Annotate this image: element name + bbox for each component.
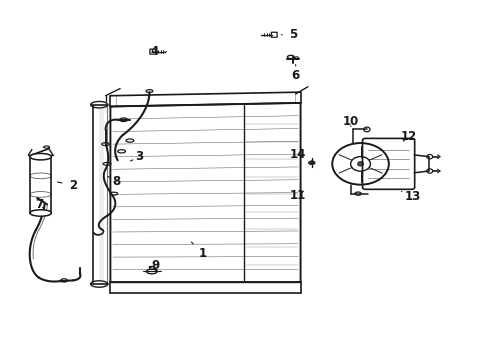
Text: 1: 1 [191,242,207,260]
Ellipse shape [30,153,51,160]
Text: 13: 13 [401,190,420,203]
Text: 9: 9 [151,259,160,272]
Text: 6: 6 [291,64,299,82]
Text: 12: 12 [399,130,416,143]
Text: 8: 8 [108,175,120,188]
Text: 3: 3 [130,150,143,163]
Ellipse shape [30,210,51,216]
Text: 14: 14 [289,148,305,161]
Text: 5: 5 [281,28,297,41]
Text: 4: 4 [150,45,166,58]
Text: 11: 11 [289,189,305,202]
Circle shape [357,162,363,166]
Text: 10: 10 [342,115,358,128]
Text: 2: 2 [57,179,77,192]
Text: 7: 7 [36,198,44,211]
